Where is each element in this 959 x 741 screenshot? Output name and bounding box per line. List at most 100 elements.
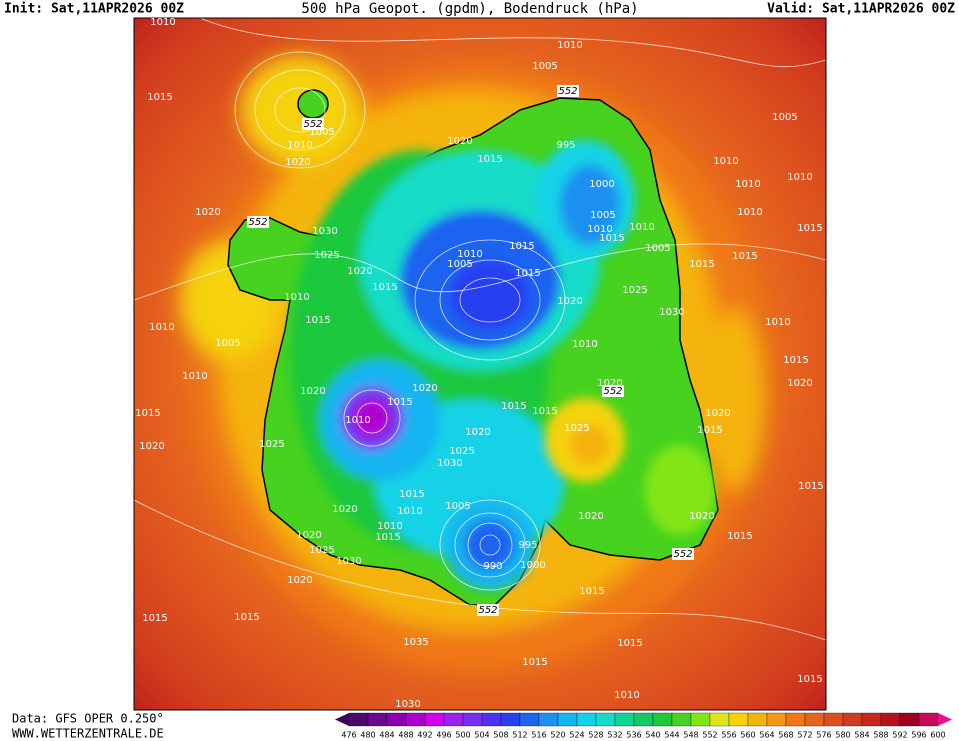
colorbar-swatch	[348, 712, 369, 727]
colorbar-swatch	[386, 712, 407, 727]
colorbar-swatch	[424, 712, 445, 727]
colorbar-swatch	[633, 712, 654, 727]
colorbar-swatch	[462, 712, 483, 727]
contour-label: 552	[478, 605, 497, 616]
colorbar-swatch	[538, 712, 559, 727]
contour-label: 1010	[377, 521, 402, 532]
colorbar-label: 584	[854, 731, 869, 740]
contour-label: 1025	[622, 285, 647, 296]
contour-label: 1015	[732, 251, 757, 262]
label-box	[672, 548, 694, 560]
colorbar-label: 532	[607, 731, 622, 740]
contour-label: 1000	[589, 179, 614, 190]
contour-label: 1025	[564, 423, 589, 434]
contour-label: 1015	[617, 638, 642, 649]
colorbar-under-arrow	[335, 713, 349, 726]
colorbar-swatch	[614, 712, 635, 727]
colorbar-label: 552	[702, 731, 717, 740]
contour-label: 995	[518, 540, 537, 551]
map-field	[134, 18, 826, 710]
ridge-shading	[545, 398, 715, 535]
isobars	[134, 18, 826, 641]
contour-label: 1005	[772, 112, 797, 123]
contour-label: 1020	[787, 378, 812, 389]
contour-label: 1010	[735, 179, 760, 190]
colorbar-swatch	[690, 712, 711, 727]
contour-label: 1010	[787, 172, 812, 183]
contour-label: 1020	[447, 136, 472, 147]
contour-label: 1030	[395, 699, 420, 710]
contour-label: 1015	[372, 282, 397, 293]
contour-label: 1020	[139, 441, 164, 452]
contour-label: 1015	[234, 612, 259, 623]
contour-label: 1015	[783, 355, 808, 366]
colorbar-label: 544	[664, 731, 679, 740]
data-source: Data: GFS OPER 0.250°	[12, 712, 164, 726]
contour-label: 552	[673, 549, 692, 560]
contour-label: 552	[303, 119, 322, 130]
contour-label: 1000	[520, 560, 545, 571]
contour-label: 552	[558, 86, 577, 97]
contour-label: 1010	[557, 40, 582, 51]
colorbar-swatch	[709, 712, 730, 727]
colorbar-label: 520	[550, 731, 565, 740]
colorbar-label: 488	[398, 731, 413, 740]
colorbar-swatch	[785, 712, 806, 727]
map-title: 500 hPa Geopot. (gpdm), Bodendruck (hPa)	[301, 1, 638, 17]
contour-label: 1010	[397, 506, 422, 517]
label-box	[557, 85, 579, 97]
contour-label: 1015	[147, 92, 172, 103]
contour-label: 1015	[532, 406, 557, 417]
contour-label: 1025	[449, 446, 474, 457]
contour-label: 1020	[597, 378, 622, 389]
contour-label: 1010	[587, 224, 612, 235]
contour-label: 552	[248, 217, 267, 228]
colorbar-label: 548	[683, 731, 698, 740]
colorbar-label: 592	[892, 731, 907, 740]
colorbar-swatch	[880, 712, 901, 727]
contour-label: 1025	[309, 545, 334, 556]
colorbar-swatch	[481, 712, 502, 727]
contour-label: 1010	[149, 322, 174, 333]
colorbar-swatch	[804, 712, 825, 727]
contour-label: 1015	[509, 241, 534, 252]
contour-label: 1010	[629, 222, 654, 233]
contour-label: 1005	[590, 210, 615, 221]
colorbar-label: 528	[588, 731, 603, 740]
contour-label: 1030	[312, 226, 337, 237]
contour-label: 1010	[287, 140, 312, 151]
contour-label: 1005	[309, 127, 334, 138]
contour-label: 1020	[465, 427, 490, 438]
contour-label: 1030	[437, 458, 462, 469]
colorbar-swatch	[405, 712, 426, 727]
colorbar-label: 524	[569, 731, 584, 740]
colorbar-swatch	[367, 712, 388, 727]
contour-label: 1015	[697, 425, 722, 436]
colorbar-label: 540	[645, 731, 660, 740]
colorbar-label: 580	[835, 731, 850, 740]
label-box	[477, 604, 499, 616]
contour-label: 1010	[737, 207, 762, 218]
contour-552-cell	[297, 89, 329, 119]
contour-label: 1020	[285, 157, 310, 168]
contour-label: 1015	[599, 233, 624, 244]
contour-label: 1010	[150, 17, 175, 28]
low-shading	[290, 140, 635, 590]
contour-label: 1010	[765, 317, 790, 328]
contour-label: 1005	[532, 61, 557, 72]
contour-label: 1020	[347, 266, 372, 277]
contour-label: 1015	[689, 259, 714, 270]
valid-time: Valid: Sat,11APR2026 00Z	[767, 2, 955, 17]
colorbar-label: 504	[474, 731, 489, 740]
colorbar-swatch	[557, 712, 578, 727]
contour-label: 1015	[305, 315, 330, 326]
colorbar-label: 588	[873, 731, 888, 740]
contour-label: 1015	[522, 657, 547, 668]
colorbar-swatch	[899, 712, 920, 727]
contour-label: 990	[483, 561, 502, 572]
colorbar-label: 556	[721, 731, 736, 740]
contour-label: 1005	[215, 338, 240, 349]
colorbar-label: 492	[417, 731, 432, 740]
colorbar-swatch	[671, 712, 692, 727]
